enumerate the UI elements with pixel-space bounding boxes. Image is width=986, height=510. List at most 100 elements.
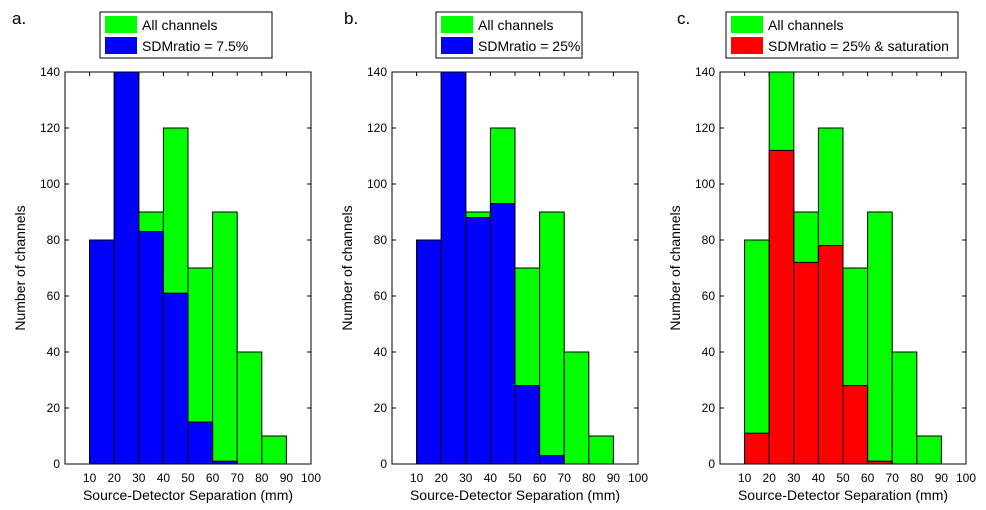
x-tick-label: 60	[861, 471, 875, 485]
x-tick-label: 70	[231, 471, 245, 485]
x-tick-label: 20	[108, 471, 122, 485]
x-tick-label: 10	[738, 471, 752, 485]
legend-swatch-2	[105, 37, 137, 54]
panel-label: b.	[344, 9, 358, 28]
y-tick-label: 120	[695, 121, 715, 135]
chart-panel-1: 0 20 40 60 80 100 120 140 10 20 30 40 50 60 70 80 90 100 S…	[12, 9, 321, 503]
legend-box	[725, 11, 959, 59]
bar-all-channels-8	[916, 435, 942, 465]
x-tick-label: 70	[558, 471, 572, 485]
bar-all-channels-6	[539, 211, 565, 465]
y-tick-label: 0	[380, 457, 387, 471]
bar-subset-5	[187, 421, 214, 465]
bar-subset-2	[768, 149, 795, 465]
x-axis-label: Source-Detector Separation (mm)	[83, 487, 293, 503]
bar-subset-4	[489, 203, 516, 465]
y-tick-label: 60	[47, 289, 61, 303]
y-tick-label: 20	[47, 401, 61, 415]
legend-entry-2: SDMratio = 25%	[478, 38, 580, 54]
legend-entry-1: All channels	[478, 17, 554, 33]
y-tick-label: 20	[374, 401, 388, 415]
bar-all-channels-7	[236, 351, 263, 465]
y-axis-label: Number of channels	[667, 205, 683, 330]
legend-swatch-1	[731, 16, 763, 33]
bar-subset-1	[744, 432, 770, 465]
x-tick-label: 80	[582, 471, 596, 485]
bar-all-channels-1	[744, 239, 770, 465]
legend-entry-1: All channels	[768, 17, 844, 33]
y-tick-label: 20	[702, 401, 716, 415]
legend-swatch-2	[731, 37, 763, 54]
bar-all-channels-8	[588, 435, 614, 465]
bar-subset-4	[162, 292, 189, 465]
bar-all-channels-6	[212, 211, 238, 465]
bar-subset-3	[138, 231, 164, 465]
legend: All channels SDMratio = 25%	[435, 11, 583, 59]
bar-subset-6	[539, 455, 565, 465]
bar-subset-5	[514, 385, 541, 465]
y-tick-label: 60	[374, 289, 388, 303]
panel-label: a.	[12, 9, 26, 28]
y-tick-label: 120	[40, 121, 60, 135]
x-tick-label: 30	[459, 471, 473, 485]
x-tick-label: 50	[181, 471, 195, 485]
y-tick-label: 100	[40, 177, 60, 191]
bar-subset-2	[440, 71, 467, 465]
y-tick-label: 100	[367, 177, 387, 191]
legend-entry-1: All channels	[142, 17, 218, 33]
x-tick-label: 20	[435, 471, 449, 485]
y-tick-label: 140	[367, 65, 387, 79]
x-tick-label: 60	[206, 471, 220, 485]
bar-subset-3	[793, 261, 819, 465]
x-tick-label: 100	[301, 471, 321, 485]
bar-subset-2	[113, 71, 140, 465]
y-tick-label: 0	[53, 457, 60, 471]
x-tick-label: 70	[886, 471, 900, 485]
legend-swatch-1	[441, 16, 473, 33]
x-tick-label: 20	[763, 471, 777, 485]
x-tick-label: 30	[132, 471, 146, 485]
x-tick-label: 10	[410, 471, 424, 485]
legend: All channels SDMratio = 7.5%	[99, 11, 273, 59]
legend-entry-2: SDMratio = 25% & saturation	[768, 38, 949, 54]
y-axis-label: Number of channels	[12, 205, 28, 330]
bar-all-channels-7	[891, 351, 918, 465]
bar-subset-1	[89, 239, 115, 465]
x-axis-label: Source-Detector Separation (mm)	[410, 487, 620, 503]
x-tick-label: 90	[280, 471, 294, 485]
x-tick-label: 30	[787, 471, 801, 485]
bar-subset-5	[842, 385, 869, 465]
bar-subset-1	[416, 239, 442, 465]
series-2	[89, 71, 238, 465]
y-tick-label: 80	[374, 233, 388, 247]
bar-subset-4	[817, 245, 844, 465]
x-tick-label: 40	[157, 471, 171, 485]
panel-label: c.	[677, 9, 690, 28]
series-2	[744, 149, 893, 465]
x-tick-label: 80	[910, 471, 924, 485]
x-axis-label: Source-Detector Separation (mm)	[738, 487, 948, 503]
bar-all-channels-8	[261, 435, 287, 465]
y-tick-label: 40	[374, 345, 388, 359]
y-tick-label: 40	[702, 345, 716, 359]
x-tick-label: 50	[508, 471, 522, 485]
y-tick-label: 80	[702, 233, 716, 247]
x-tick-label: 40	[812, 471, 826, 485]
chart-panel-2: 0 20 40 60 80 100 120 140 10 20 30 40 50 60 70 80 90 100 S…	[339, 9, 648, 503]
bar-subset-3	[465, 217, 491, 465]
y-tick-label: 60	[702, 289, 716, 303]
x-tick-label: 100	[628, 471, 648, 485]
chart-panel-3: 0 20 40 60 80 100 120 140 10 20 30 40 50 60 70 80 90 100 S…	[667, 9, 976, 503]
x-tick-label: 100	[956, 471, 976, 485]
x-tick-label: 80	[255, 471, 269, 485]
y-tick-label: 40	[47, 345, 61, 359]
legend-swatch-2	[441, 37, 473, 54]
y-axis-label: Number of channels	[339, 205, 355, 330]
y-tick-label: 140	[695, 65, 715, 79]
y-tick-label: 120	[367, 121, 387, 135]
x-tick-label: 40	[484, 471, 498, 485]
y-tick-label: 80	[47, 233, 61, 247]
x-tick-label: 10	[83, 471, 97, 485]
x-tick-label: 90	[607, 471, 621, 485]
